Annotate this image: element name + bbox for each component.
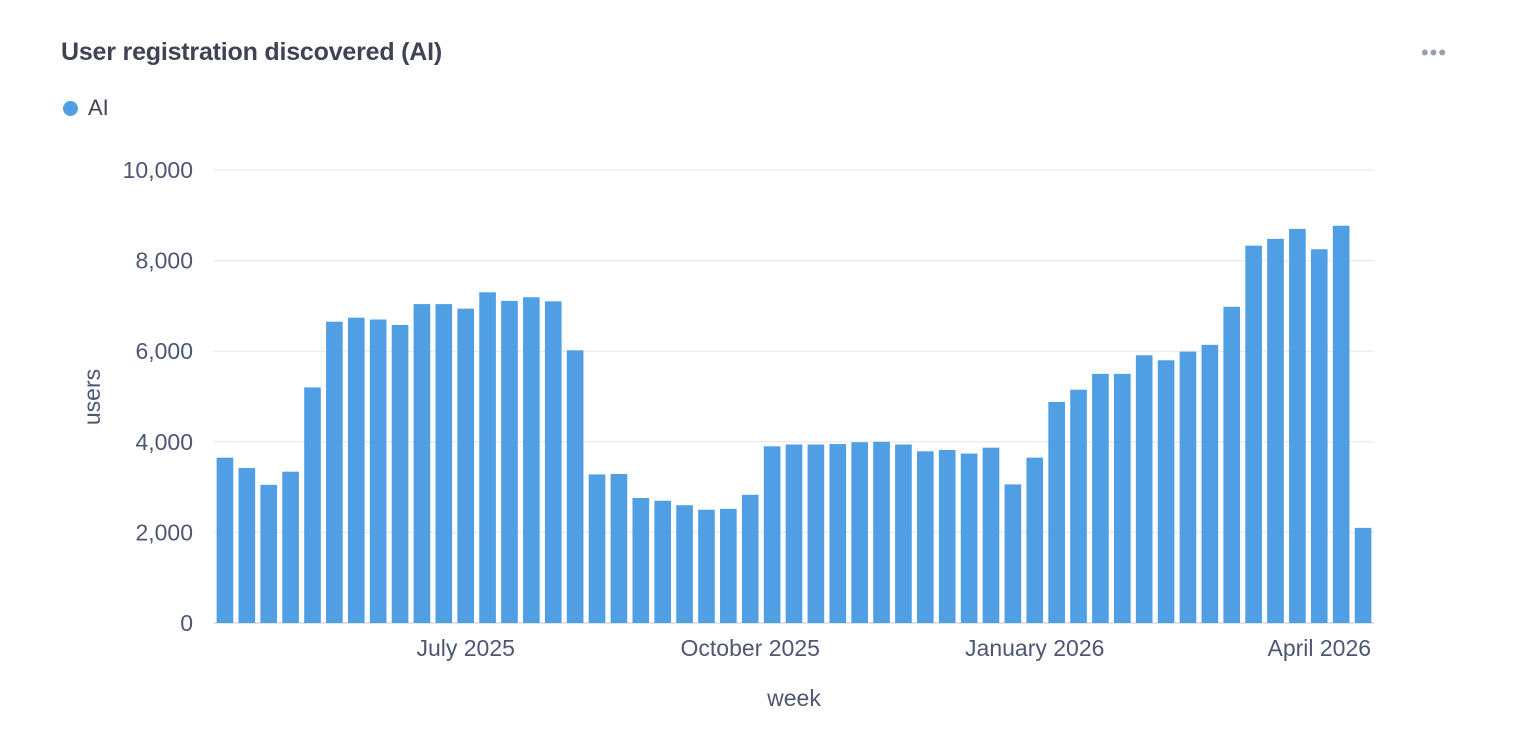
bar[interactable] bbox=[676, 505, 693, 623]
bar[interactable] bbox=[544, 301, 562, 623]
bar[interactable] bbox=[1310, 249, 1328, 623]
bar[interactable] bbox=[326, 321, 343, 623]
y-tick-label: 8,000 bbox=[135, 248, 193, 274]
x-axis-label: week bbox=[766, 685, 821, 711]
bar[interactable] bbox=[1289, 228, 1306, 623]
more-options-button[interactable]: ••• bbox=[1412, 38, 1456, 68]
chart-legend[interactable]: AI bbox=[63, 95, 109, 121]
bar[interactable] bbox=[1070, 389, 1087, 623]
bar[interactable] bbox=[698, 509, 715, 623]
bar[interactable] bbox=[566, 350, 584, 623]
bar[interactable] bbox=[1113, 373, 1131, 623]
bar[interactable] bbox=[304, 387, 321, 623]
bar[interactable] bbox=[917, 451, 934, 623]
bar[interactable] bbox=[938, 449, 956, 623]
y-axis-ticks: 0 2,000 4,000 6,000 8,000 10,000 bbox=[123, 157, 193, 636]
bar[interactable] bbox=[457, 308, 475, 623]
bar[interactable] bbox=[610, 473, 628, 623]
bar[interactable] bbox=[1354, 527, 1372, 623]
x-tick-label: April 2026 bbox=[1267, 635, 1371, 661]
bar[interactable] bbox=[588, 474, 606, 623]
bar[interactable] bbox=[1157, 360, 1175, 623]
bar[interactable] bbox=[851, 442, 868, 623]
x-tick-label: January 2026 bbox=[965, 635, 1104, 661]
bar[interactable] bbox=[369, 319, 387, 623]
y-tick-label: 6,000 bbox=[135, 338, 193, 364]
legend-dot-icon bbox=[63, 100, 78, 116]
bar[interactable] bbox=[1223, 306, 1241, 623]
bar[interactable] bbox=[260, 484, 278, 623]
bar[interactable] bbox=[632, 497, 650, 623]
y-tick-label: 10,000 bbox=[123, 157, 193, 183]
bars bbox=[216, 225, 1372, 623]
y-axis-label: users bbox=[79, 369, 105, 425]
bar[interactable] bbox=[523, 297, 540, 623]
y-tick-label: 0 bbox=[180, 610, 193, 636]
bar[interactable] bbox=[654, 500, 671, 623]
bar[interactable] bbox=[479, 292, 496, 623]
bar[interactable] bbox=[238, 468, 256, 623]
chart-title: User registration discovered (AI) bbox=[61, 38, 443, 66]
bar[interactable] bbox=[1026, 457, 1044, 623]
bar[interactable] bbox=[873, 441, 890, 623]
x-axis-ticks: July 2025 October 2025 January 2026 April 2… bbox=[416, 635, 1371, 661]
y-tick-label: 2,000 bbox=[135, 519, 193, 545]
bar[interactable] bbox=[282, 471, 299, 623]
bar[interactable] bbox=[501, 300, 518, 623]
bar[interactable] bbox=[982, 447, 1000, 623]
bar[interactable] bbox=[763, 446, 781, 623]
bar[interactable] bbox=[1135, 355, 1153, 623]
legend-label: AI bbox=[88, 95, 109, 120]
bar[interactable] bbox=[720, 508, 737, 623]
bar[interactable] bbox=[1048, 401, 1065, 623]
bar[interactable] bbox=[829, 444, 847, 623]
y-tick-label: 4,000 bbox=[135, 429, 193, 455]
bar[interactable] bbox=[435, 304, 453, 623]
bar[interactable] bbox=[1201, 344, 1219, 623]
bar[interactable] bbox=[741, 494, 759, 623]
bar[interactable] bbox=[216, 457, 234, 623]
bar[interactable] bbox=[1004, 484, 1022, 623]
bar[interactable] bbox=[895, 444, 912, 623]
bar[interactable] bbox=[1179, 351, 1197, 623]
bar[interactable] bbox=[391, 324, 409, 623]
bar[interactable] bbox=[785, 444, 803, 623]
x-tick-label: July 2025 bbox=[416, 635, 514, 661]
bar[interactable] bbox=[1245, 245, 1262, 623]
bar[interactable] bbox=[347, 317, 365, 623]
more-horizontal-icon: ••• bbox=[1420, 40, 1448, 65]
bar[interactable] bbox=[1267, 238, 1284, 623]
bar[interactable] bbox=[960, 453, 978, 623]
bar[interactable] bbox=[1092, 373, 1109, 623]
bar[interactable] bbox=[807, 444, 825, 623]
bar[interactable] bbox=[1332, 225, 1350, 623]
bar[interactable] bbox=[413, 304, 431, 623]
x-tick-label: October 2025 bbox=[681, 635, 820, 661]
